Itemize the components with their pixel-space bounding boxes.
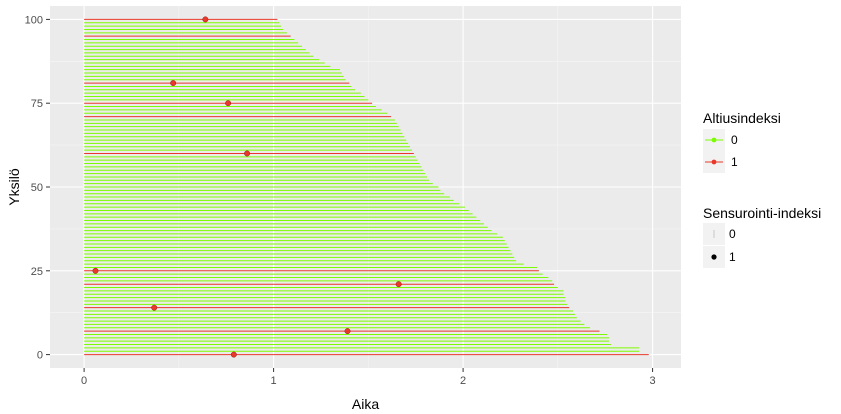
y-axis-title: Yksilö — [6, 168, 22, 206]
legend-key-dot — [711, 137, 717, 143]
legend-censoring-label-0: 0 — [729, 227, 736, 241]
legend-censoring-key-1: 1 — [703, 246, 736, 268]
y-tick-label: 100 — [25, 14, 43, 26]
legend-exposure-key-1: 1 — [703, 151, 738, 173]
event-point — [225, 100, 232, 107]
event-point — [151, 304, 158, 311]
legend-exposure-key-0: 0 — [703, 129, 738, 151]
event-point — [230, 351, 237, 358]
legend-key-dot — [711, 159, 717, 165]
x-tick-label: 0 — [81, 375, 87, 387]
x-tick-label: 3 — [650, 375, 656, 387]
legend-censoring-title: Sensurointi-indeksi — [703, 205, 821, 221]
event-point — [395, 281, 402, 288]
legend-censoring-key-0: 0 — [703, 223, 736, 245]
event-point — [344, 328, 351, 335]
legend-key-dot — [711, 254, 717, 260]
y-tick-label: 0 — [37, 350, 43, 362]
event-point — [202, 16, 209, 23]
legend-censoring: Sensurointi-indeksi 0 1 — [703, 205, 821, 268]
legend-exposure-label-0: 0 — [731, 133, 738, 147]
legend-censoring-label-1: 1 — [729, 250, 736, 264]
y-tick-label: 25 — [31, 266, 43, 278]
event-point — [92, 267, 99, 274]
y-axis-ticks: 0 25 50 75 100 — [25, 14, 50, 362]
x-axis-title: Aika — [352, 396, 379, 412]
event-point — [170, 80, 177, 87]
event-point — [244, 150, 251, 157]
x-axis-ticks: 0 1 2 3 — [81, 368, 656, 387]
legend-exposure: Altiusindeksi 0 1 — [703, 110, 781, 173]
x-tick-label: 1 — [271, 375, 277, 387]
legend-exposure-label-1: 1 — [731, 155, 738, 169]
y-tick-label: 50 — [31, 182, 43, 194]
event-points — [92, 16, 402, 358]
legend-exposure-title: Altiusindeksi — [703, 110, 781, 126]
y-tick-label: 75 — [31, 98, 43, 110]
series-segments — [84, 18, 649, 356]
x-tick-label: 2 — [460, 375, 466, 387]
